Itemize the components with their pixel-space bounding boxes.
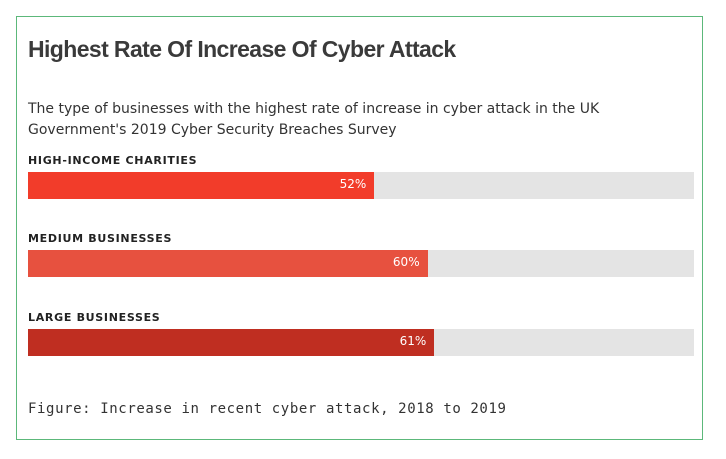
bar-value-large-businesses: 61%: [399, 334, 427, 348]
bar-label-large-businesses: LARGE BUSINESSES: [28, 311, 161, 324]
figure-caption: Figure: Increase in recent cyber attack,…: [28, 401, 507, 417]
bar-large-businesses: 61%: [28, 329, 435, 356]
bar-high-income-charities: 52%: [28, 172, 375, 199]
bar-label-medium-businesses: MEDIUM BUSINESSES: [28, 232, 173, 245]
bar-track-high-income-charities: 52%: [28, 172, 694, 199]
chart-subtitle: The type of businesses with the highest …: [28, 101, 600, 138]
bar-value-high-income-charities: 52%: [339, 177, 367, 191]
bar-medium-businesses: 60%: [28, 250, 428, 277]
bar-label-high-income-charities: HIGH-INCOME CHARITIES: [28, 154, 198, 167]
chart-title: Highest Rate Of Increase Of Cyber Attack: [28, 36, 456, 62]
bar-track-medium-businesses: 60%: [28, 250, 694, 277]
chart-card: Highest Rate Of Increase Of Cyber Attack…: [16, 16, 703, 440]
bar-value-medium-businesses: 60%: [392, 255, 420, 269]
bar-track-large-businesses: 61%: [28, 329, 694, 356]
